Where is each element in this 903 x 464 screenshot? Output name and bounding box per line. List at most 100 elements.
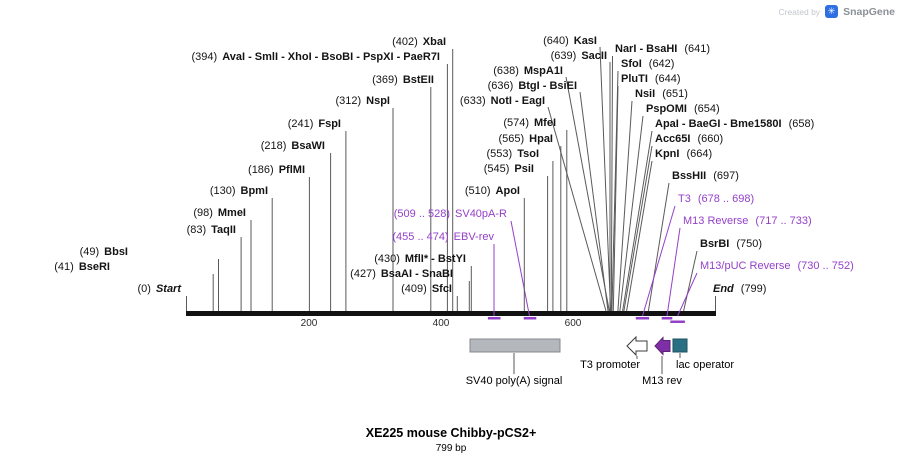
primer-bar bbox=[523, 317, 537, 320]
site-label: (402) XbaI bbox=[392, 36, 446, 48]
site-label: (130) BpmI bbox=[210, 185, 268, 197]
site-position: (697) bbox=[713, 170, 739, 182]
site-position: (644) bbox=[654, 73, 681, 85]
site-position: (402) bbox=[392, 36, 418, 48]
site-names: NsiI bbox=[635, 88, 656, 100]
primer-label: M13/pUC Reverse (730 .. 752) bbox=[700, 260, 854, 272]
site-position: (717 .. 733) bbox=[755, 215, 812, 227]
site-position: (241) bbox=[287, 118, 314, 130]
site-label: (369) BstEII bbox=[372, 74, 434, 86]
tick-label: 600 bbox=[564, 318, 582, 329]
created-by-text: Created by bbox=[778, 6, 821, 17]
site-position: (639) bbox=[550, 50, 577, 62]
site-leader-line bbox=[623, 145, 653, 312]
sv40-polya-signal-box bbox=[469, 338, 561, 353]
primer-bar bbox=[661, 317, 673, 320]
site-position: (678 .. 698) bbox=[697, 193, 755, 205]
site-position: (730 .. 752) bbox=[797, 260, 854, 272]
site-names: SfcI bbox=[431, 283, 452, 295]
site-names: BstEII bbox=[402, 74, 434, 86]
lac-operator-box bbox=[672, 338, 688, 353]
site-names: SV40pA-R bbox=[455, 208, 507, 220]
tick-label: 200 bbox=[300, 318, 318, 329]
primer-bar bbox=[487, 317, 501, 320]
site-leader-line bbox=[683, 250, 698, 312]
site-label: (49) BbsI bbox=[80, 246, 128, 258]
site-names: TsoI bbox=[517, 148, 539, 160]
site-label: (98) MmeI bbox=[193, 207, 246, 219]
site-names: TaqII bbox=[211, 224, 236, 236]
site-position: (83) bbox=[186, 224, 207, 236]
primer-leader-line bbox=[510, 220, 530, 317]
site-label: ApaI - BaeGI - Bme1580I (658) bbox=[655, 118, 814, 130]
site-names: EBV-rev bbox=[453, 231, 494, 243]
site-names: BsaWI bbox=[291, 140, 325, 152]
site-names: Acc65I bbox=[655, 133, 691, 145]
site-label: (241) FspI bbox=[288, 118, 341, 130]
tick-label: 400 bbox=[432, 318, 450, 329]
site-label: (83) TaqII bbox=[187, 224, 236, 236]
site-label: (639) SacII bbox=[551, 50, 607, 62]
site-position: (455 .. 474) bbox=[392, 231, 449, 243]
site-leader-line bbox=[617, 100, 633, 312]
site-label: (312) NspI bbox=[335, 95, 390, 107]
site-position: (799) bbox=[740, 283, 767, 295]
site-label: BssHII (697) bbox=[672, 170, 739, 182]
site-position: (642) bbox=[648, 58, 675, 70]
site-position: (312) bbox=[335, 95, 362, 107]
site-names: NotI - EagI bbox=[490, 95, 545, 107]
sv40-polya-signal-label: SV40 poly(A) signal bbox=[465, 375, 563, 387]
primer-label: (455 .. 474) EBV-rev bbox=[392, 231, 494, 243]
site-names: MmeI bbox=[217, 207, 246, 219]
site-names: NarI - BsaHI bbox=[615, 43, 678, 55]
site-label: (409) SfcI bbox=[401, 283, 452, 295]
primer-leader-line bbox=[642, 205, 676, 317]
site-label: (427) BsaAI - SnaBI bbox=[350, 268, 453, 280]
site-leader-line bbox=[612, 85, 619, 312]
site-names: BssHII bbox=[672, 170, 707, 182]
site-position: (41) bbox=[54, 261, 74, 273]
primer-bar bbox=[635, 317, 650, 320]
site-position: (574) bbox=[503, 117, 529, 129]
site-names: AvaI - SmlI - XhoI - BsoBI - PspXI - Pae… bbox=[222, 51, 440, 63]
site-names: BpmI bbox=[240, 185, 269, 197]
site-label: (553) TsoI bbox=[487, 148, 539, 160]
site-names: PsiI bbox=[514, 163, 534, 175]
site-label: Acc65I (660) bbox=[655, 133, 723, 145]
site-position: (545) bbox=[483, 163, 510, 175]
site-names: BsaAI - SnaBI bbox=[380, 268, 453, 280]
site-names: SfoI bbox=[621, 58, 642, 70]
site-position: (430) bbox=[374, 253, 400, 265]
snapgene-watermark: Created by ✳ SnapGene bbox=[778, 5, 895, 18]
site-label: NarI - BsaHI (641) bbox=[615, 43, 710, 55]
site-names: SacII bbox=[581, 50, 607, 62]
site-names: PspOMI bbox=[646, 103, 687, 115]
sequence-line bbox=[186, 311, 716, 316]
site-position: (49) bbox=[79, 246, 100, 258]
snapgene-logo-icon: ✳ bbox=[825, 5, 839, 18]
site-leader-line bbox=[579, 91, 609, 312]
site-names: MflI* - BstYI bbox=[404, 253, 466, 265]
site-position: (98) bbox=[193, 207, 213, 219]
site-label: (394) AvaI - SmlI - XhoI - BsoBI - PspXI … bbox=[192, 51, 441, 63]
site-position: (0) bbox=[137, 283, 151, 295]
lac-operator-label: lac operator bbox=[676, 359, 735, 371]
construct-length: 799 bp bbox=[435, 443, 467, 454]
site-position: (510) bbox=[464, 185, 491, 197]
site-names: M13/pUC Reverse bbox=[700, 260, 791, 272]
site-position: (636) bbox=[487, 80, 514, 92]
site-label: (41) BseRI bbox=[54, 261, 110, 273]
site-names: ApoI bbox=[495, 185, 520, 197]
primer-leader-line bbox=[666, 227, 681, 317]
site-names: PflMI bbox=[278, 164, 305, 176]
site-names: ApaI - BaeGI - Bme1580I bbox=[655, 118, 782, 130]
site-names: BbsI bbox=[104, 246, 128, 258]
t3-promoter-label: T3 promoter bbox=[580, 359, 640, 371]
site-names: Start bbox=[155, 283, 181, 295]
site-label: (545) PsiI bbox=[484, 163, 534, 175]
site-position: (750) bbox=[736, 238, 763, 250]
site-names: BtgI - BsiEI bbox=[518, 80, 577, 92]
site-names: NspI bbox=[366, 95, 390, 107]
site-label: (633) NotI - EagI bbox=[460, 95, 545, 107]
site-position: (641) bbox=[684, 43, 711, 55]
